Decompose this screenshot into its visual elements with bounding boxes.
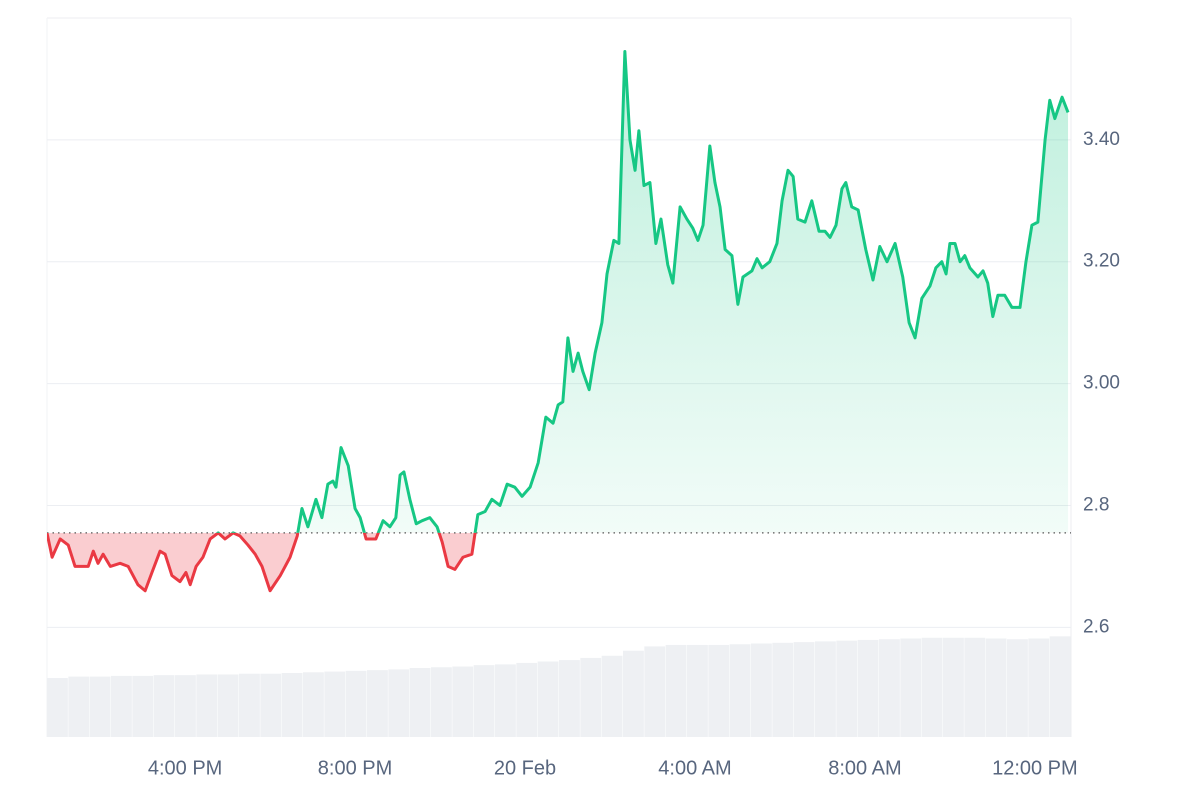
volume-bar bbox=[473, 665, 495, 737]
volume-bar bbox=[196, 674, 218, 737]
volume-bar bbox=[601, 655, 623, 737]
y-tick-label: 3.20 bbox=[1083, 251, 1120, 272]
x-tick-label: 4:00 PM bbox=[148, 757, 222, 779]
volume-bar bbox=[943, 637, 964, 737]
volume-bar bbox=[111, 675, 132, 737]
x-tick-label: 12:00 PM bbox=[992, 757, 1078, 779]
volume-bar bbox=[153, 675, 175, 737]
volume-bar bbox=[815, 641, 836, 737]
volume-bar bbox=[367, 670, 388, 737]
volume-bar bbox=[772, 642, 794, 737]
volume-bar bbox=[900, 638, 922, 737]
volume-bar bbox=[537, 661, 559, 737]
volume-bar bbox=[751, 643, 772, 737]
volume-bar bbox=[431, 667, 452, 737]
volume-bar bbox=[495, 664, 516, 737]
volume-bar bbox=[68, 676, 90, 737]
volume-bar bbox=[623, 650, 644, 737]
y-tick-label: 2.8 bbox=[1083, 494, 1109, 515]
volume-bar bbox=[1049, 636, 1071, 737]
volume-bar bbox=[964, 637, 986, 737]
area-above bbox=[47, 51, 1069, 533]
price-line bbox=[47, 50, 1071, 593]
volume-bar bbox=[345, 670, 367, 737]
volume-bar bbox=[729, 644, 751, 737]
volume-bar bbox=[303, 672, 324, 737]
volume-bar bbox=[687, 644, 708, 737]
x-tick-label: 20 Feb bbox=[494, 757, 556, 779]
volume-bar bbox=[857, 639, 879, 737]
volume-bar bbox=[409, 667, 431, 737]
volume-bar bbox=[175, 675, 196, 737]
volume-bar bbox=[217, 674, 239, 737]
volume-bars bbox=[47, 636, 1071, 737]
volume-bar bbox=[89, 676, 111, 737]
x-tick-label: 8:00 PM bbox=[318, 757, 392, 779]
volume-bar bbox=[665, 644, 687, 737]
volume-bar bbox=[132, 675, 154, 737]
x-tick-label: 8:00 AM bbox=[828, 757, 901, 779]
volume-bar bbox=[260, 673, 282, 737]
volume-bar bbox=[452, 666, 474, 737]
line-below bbox=[47, 532, 477, 593]
volume-bar bbox=[239, 673, 260, 737]
y-tick-label: 2.6 bbox=[1083, 616, 1109, 637]
volume-bar bbox=[985, 638, 1007, 737]
volume-bar bbox=[324, 671, 346, 737]
volume-bar bbox=[921, 637, 943, 737]
y-tick-label: 3.00 bbox=[1083, 373, 1120, 394]
volume-bar bbox=[281, 673, 303, 737]
y-tick-label: 3.40 bbox=[1083, 129, 1120, 150]
axes: 2.6 2.8 3.00 3.20 3.40 4:00 PM 8:00 PM 20 Feb 4:… bbox=[148, 129, 1120, 779]
volume-bar bbox=[47, 678, 68, 737]
volume-bar bbox=[879, 639, 900, 737]
volume-bar bbox=[559, 660, 580, 737]
volume-bar bbox=[836, 640, 858, 737]
volume-bar bbox=[644, 646, 666, 737]
volume-bar bbox=[388, 669, 410, 737]
volume-bar bbox=[708, 644, 730, 737]
volume-bar bbox=[1007, 639, 1028, 737]
volume-bar bbox=[516, 662, 538, 737]
volume-bar bbox=[1028, 638, 1050, 737]
line-above bbox=[47, 50, 1070, 533]
x-tick-label: 4:00 AM bbox=[658, 757, 731, 779]
volume-bar bbox=[580, 657, 602, 737]
volume-bar bbox=[793, 642, 815, 737]
